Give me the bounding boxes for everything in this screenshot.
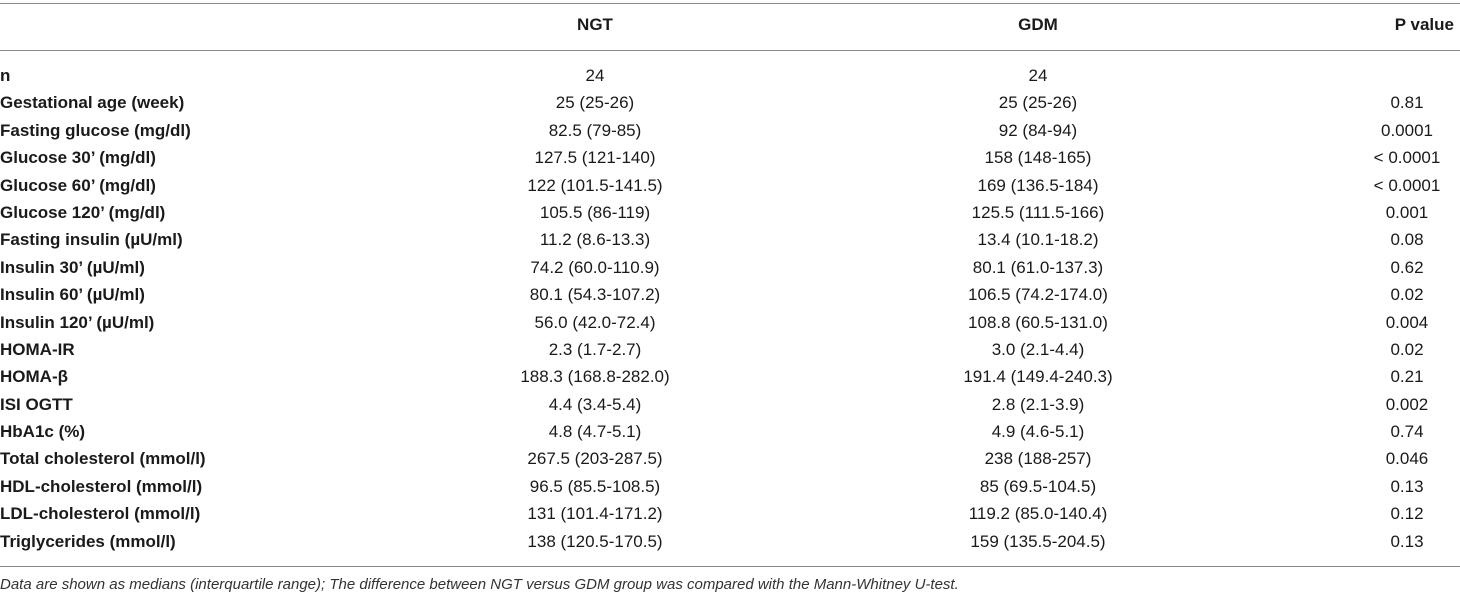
- table-row: Fasting insulin (µU/ml) 11.2 (8.6-13.3) 13…: [0, 226, 1460, 253]
- row-label: Gestational age (week): [0, 93, 185, 113]
- cell-ngt: 267.5 (203-287.5): [527, 449, 663, 469]
- table-row: Gestational age (week) 25 (25-26) 25 (25-2…: [0, 89, 1460, 116]
- table-row: Glucose 60’ (mg/dl) 122 (101.5-141.5) 169 …: [0, 172, 1460, 199]
- row-label: Glucose 60’ (mg/dl): [0, 175, 156, 195]
- table-header-row: NGT GDM P value: [0, 15, 1460, 39]
- cell-p-value: 0.004: [1385, 312, 1429, 332]
- table-row: Triglycerides (mmol/l) 138 (120.5-170.5) 1…: [0, 528, 1460, 555]
- table-header-rule: [0, 50, 1460, 51]
- cell-gdm: 191.4 (149.4-240.3): [963, 367, 1113, 387]
- cell-ngt: 82.5 (79-85): [548, 120, 642, 140]
- cell-gdm: 3.0 (2.1-4.4): [991, 339, 1085, 359]
- table-row: Glucose 120’ (mg/dl) 105.5 (86-119) 125.5 …: [0, 199, 1460, 226]
- table-row: Total cholesterol (mmol/l) 267.5 (203-287…: [0, 445, 1460, 472]
- cell-p-value: 0.02: [1390, 339, 1424, 359]
- row-label: HOMA-β: [0, 367, 68, 387]
- cell-gdm: 13.4 (10.1-18.2): [977, 230, 1099, 250]
- cell-p-value: 0.002: [1385, 394, 1429, 414]
- cell-p-value: 0.0001: [1381, 120, 1433, 140]
- cell-gdm: 119.2 (85.0-140.4): [968, 504, 1108, 524]
- cell-ngt: 11.2 (8.6-13.3): [539, 230, 651, 250]
- cell-p-value: 0.81: [1390, 93, 1424, 113]
- column-header-gdm: GDM: [1018, 15, 1058, 34]
- cell-p-value: 0.62: [1390, 257, 1424, 277]
- cell-gdm: 238 (188-257): [984, 449, 1092, 469]
- table-row: Fasting glucose (mg/dl) 82.5 (79-85) 92 (8…: [0, 117, 1460, 144]
- cell-gdm: 159 (135.5-204.5): [970, 531, 1106, 551]
- row-label: Insulin 120’ (µU/ml): [0, 312, 155, 332]
- cell-ngt: 4.4 (3.4-5.4): [548, 394, 642, 414]
- cell-gdm: 4.9 (4.6-5.1): [991, 422, 1085, 442]
- table-bottom-rule: [0, 566, 1460, 567]
- cell-gdm: 24: [1028, 66, 1048, 85]
- row-label: Fasting glucose (mg/dl): [0, 120, 191, 140]
- cell-ngt: 4.8 (4.7-5.1): [548, 422, 642, 442]
- column-header-p-value: P value: [1394, 15, 1454, 34]
- cell-gdm: 92 (84-94): [998, 120, 1078, 140]
- table-footnote: Data are shown as medians (interquartile…: [0, 576, 959, 593]
- row-label: LDL-cholesterol (mmol/l): [0, 504, 201, 524]
- table-top-rule: [0, 3, 1460, 4]
- row-label: Insulin 60’ (µU/ml): [0, 285, 145, 305]
- cell-p-value: 0.13: [1390, 531, 1424, 551]
- cell-ngt: 56.0 (42.0-72.4): [534, 312, 656, 332]
- row-label: n: [0, 66, 11, 85]
- table-row: ISI OGTT 4.4 (3.4-5.4) 2.8 (2.1-3.9) 0.002: [0, 391, 1460, 418]
- row-label: Glucose 120’ (mg/dl): [0, 202, 166, 222]
- cell-p-value: 0.13: [1390, 476, 1424, 496]
- cell-p-value: 0.046: [1385, 449, 1429, 469]
- row-label: HbA1c (%): [0, 422, 86, 442]
- cell-ngt: 105.5 (86-119): [539, 202, 651, 222]
- cell-ngt: 74.2 (60.0-110.9): [530, 257, 660, 277]
- cell-p-value: 0.12: [1390, 504, 1424, 524]
- table-row: HOMA-IR 2.3 (1.7-2.7) 3.0 (2.1-4.4) 0.02: [0, 336, 1460, 363]
- cell-ngt: 138 (120.5-170.5): [527, 531, 663, 551]
- table-row: Insulin 30’ (µU/ml) 74.2 (60.0-110.9) 80.1…: [0, 254, 1460, 281]
- cell-p-value: 0.08: [1390, 230, 1424, 250]
- table-row: LDL-cholesterol (mmol/l) 131 (101.4-171.2…: [0, 500, 1460, 527]
- cell-gdm: 108.8 (60.5-131.0): [968, 312, 1108, 332]
- row-label: Fasting insulin (µU/ml): [0, 230, 183, 250]
- cell-gdm: 2.8 (2.1-3.9): [991, 394, 1085, 414]
- cell-p-value: < 0.0001: [1373, 148, 1441, 168]
- table-row: HbA1c (%) 4.8 (4.7-5.1) 4.9 (4.6-5.1) 0.74: [0, 418, 1460, 445]
- row-label: ISI OGTT: [0, 394, 73, 414]
- cell-ngt: 24: [585, 66, 605, 85]
- cell-gdm: 169 (136.5-184): [977, 175, 1099, 195]
- cell-ngt: 127.5 (121-140): [534, 148, 656, 168]
- row-label: HOMA-IR: [0, 339, 75, 359]
- cell-gdm: 80.1 (61.0-137.3): [972, 257, 1104, 277]
- cell-ngt: 80.1 (54.3-107.2): [529, 285, 661, 305]
- column-header-ngt: NGT: [577, 15, 613, 34]
- cell-ngt: 131 (101.4-171.2): [527, 504, 663, 524]
- cell-p-value: 0.001: [1385, 202, 1429, 222]
- row-label: Glucose 30’ (mg/dl): [0, 148, 156, 168]
- cell-gdm: 85 (69.5-104.5): [979, 476, 1097, 496]
- cell-ngt: 188.3 (168.8-282.0): [520, 367, 670, 387]
- cell-gdm: 125.5 (111.5-166): [971, 202, 1105, 222]
- cell-gdm: 106.5 (74.2-174.0): [968, 285, 1108, 305]
- table-body: n 24 24 Gestational age (week) 25 (25-26) 25 …: [0, 62, 1460, 555]
- table-row: Insulin 60’ (µU/ml) 80.1 (54.3-107.2) 106.…: [0, 281, 1460, 308]
- table-row: Glucose 30’ (mg/dl) 127.5 (121-140) 158 (1…: [0, 144, 1460, 171]
- cell-ngt: 96.5 (85.5-108.5): [529, 476, 661, 496]
- row-label: Total cholesterol (mmol/l): [0, 449, 206, 469]
- table-row: HDL-cholesterol (mmol/l) 96.5 (85.5-108.5…: [0, 473, 1460, 500]
- cell-ngt: 25 (25-26): [555, 93, 635, 113]
- table-row: HOMA-β 188.3 (168.8-282.0) 191.4 (149.4-24…: [0, 363, 1460, 390]
- row-label: HDL-cholesterol (mmol/l): [0, 476, 203, 496]
- row-label: Triglycerides (mmol/l): [0, 531, 176, 551]
- table-row: Insulin 120’ (µU/ml) 56.0 (42.0-72.4) 108.…: [0, 309, 1460, 336]
- cell-p-value: 0.21: [1390, 367, 1424, 387]
- cell-gdm: 25 (25-26): [998, 93, 1078, 113]
- cell-p-value: 0.02: [1390, 285, 1424, 305]
- cell-p-value: 0.74: [1390, 422, 1424, 442]
- cell-ngt: 122 (101.5-141.5): [527, 175, 663, 195]
- row-label: Insulin 30’ (µU/ml): [0, 257, 145, 277]
- cell-p-value: < 0.0001: [1373, 175, 1441, 195]
- table-row: n 24 24: [0, 62, 1460, 89]
- cell-gdm: 158 (148-165): [984, 148, 1092, 168]
- cell-ngt: 2.3 (1.7-2.7): [548, 339, 642, 359]
